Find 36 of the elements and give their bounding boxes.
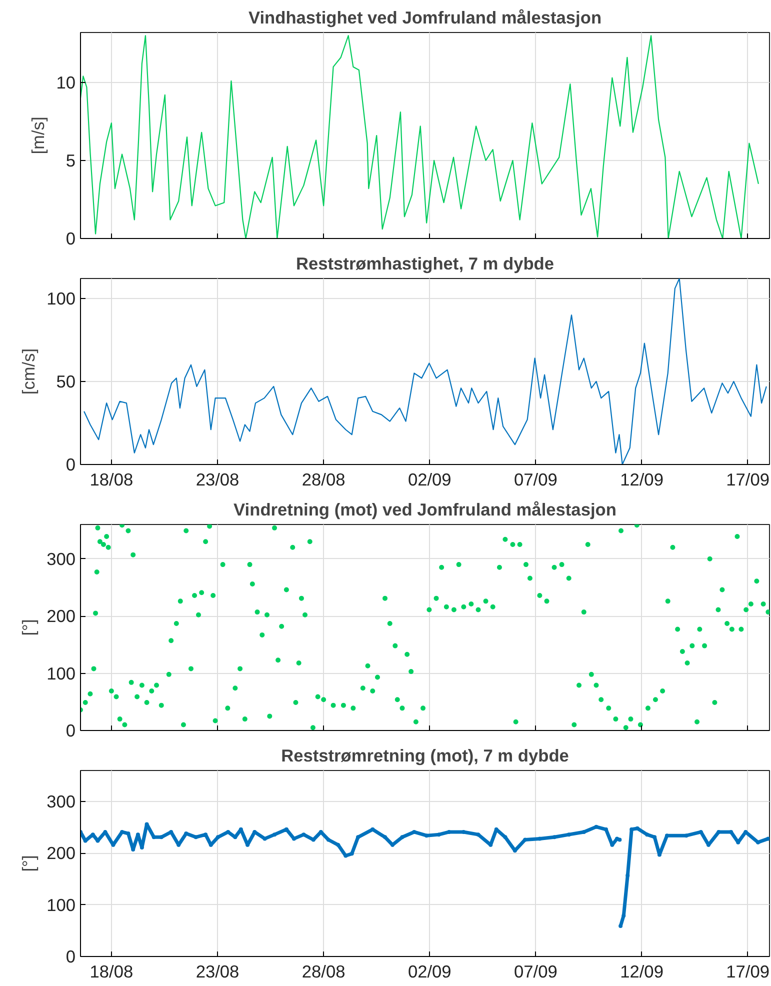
x-tick-label: 07/09 — [514, 470, 558, 490]
x-tick-label: 12/09 — [620, 962, 664, 982]
x-tick-label: 02/09 — [408, 962, 452, 982]
x-tick-label: 12/09 — [620, 470, 664, 490]
y-tick-label: 5 — [66, 150, 76, 170]
y-tick-label: 0 — [66, 720, 76, 740]
y-tick-label: 0 — [66, 946, 76, 966]
y-tick-label: 0 — [66, 228, 76, 248]
x-tick-label: 23/08 — [196, 962, 240, 982]
x-tick-label: 28/08 — [302, 470, 346, 490]
x-tick-label: 18/08 — [90, 962, 134, 982]
y-axis-title: [°] — [18, 855, 39, 872]
y-tick-label: 300 — [46, 548, 76, 569]
y-tick-label: 100 — [46, 288, 76, 308]
y-tick-label: 50 — [56, 371, 76, 392]
y-tick-label: 10 — [56, 72, 76, 92]
y-tick-label: 300 — [46, 792, 76, 812]
y-tick-label: 100 — [46, 663, 76, 684]
x-tick-label: 17/09 — [726, 962, 770, 982]
y-axis-title: [°] — [18, 619, 39, 636]
x-tick-label: 18/08 — [90, 470, 134, 490]
x-tick-label: 07/09 — [514, 962, 558, 982]
y-tick-label: 200 — [46, 843, 76, 864]
chart-title: Vindretning (mot) ved Jomfruland målestasjon — [234, 500, 616, 520]
x-tick-label: 28/08 — [302, 962, 346, 982]
y-tick-label: 100 — [46, 894, 76, 915]
chart-title: Reststrømhastighet, 7 m dybde — [296, 254, 554, 274]
chart-title: Vindhastighet ved Jomfruland målestasjon — [248, 8, 602, 28]
x-tick-label: 23/08 — [196, 470, 240, 490]
chart-title: Reststrømretning (mot), 7 m dybde — [281, 746, 570, 766]
y-tick-label: 200 — [46, 606, 76, 626]
y-axis-title: [cm/s] — [18, 348, 39, 395]
x-tick-label: 02/09 — [408, 470, 452, 490]
y-tick-label: 0 — [66, 454, 76, 474]
y-axis-title: [m/s] — [28, 116, 48, 154]
x-tick-label: 17/09 — [726, 470, 770, 490]
